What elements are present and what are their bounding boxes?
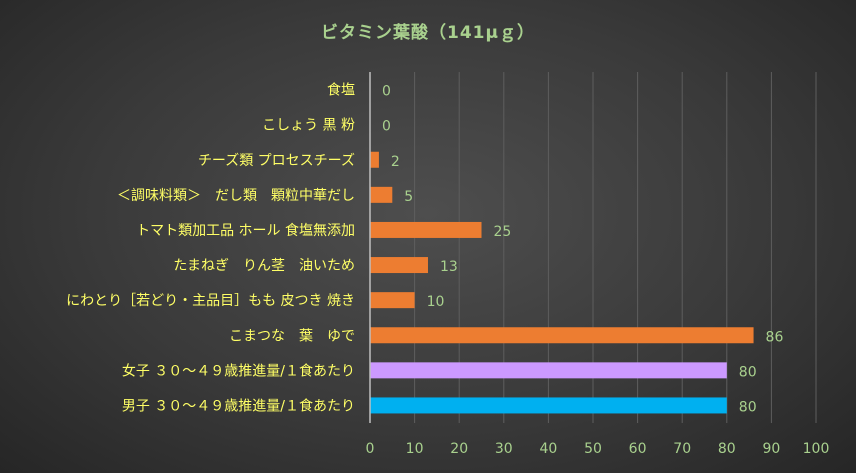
bar (370, 397, 727, 414)
data-label: 25 (494, 224, 512, 240)
category-label: こしょう 黒 粉 (262, 118, 355, 134)
x-tick-label: 80 (718, 441, 736, 457)
x-tick-label: 70 (673, 441, 691, 457)
bar (370, 292, 415, 309)
x-tick-label: 0 (366, 441, 375, 457)
x-tick-label: 20 (450, 441, 468, 457)
data-label: 13 (440, 259, 458, 275)
category-label: 女子 ３０～４９歳推進量/１食あたり (122, 362, 355, 379)
data-label: 2 (391, 154, 400, 170)
x-tick-label: 50 (584, 441, 602, 457)
bar (370, 186, 393, 203)
data-label: 10 (427, 294, 445, 310)
category-label: にわとり［若どり・主品目］もも 皮つき 焼き (66, 293, 355, 309)
bar (370, 327, 754, 344)
x-tick-label: 100 (803, 441, 830, 457)
category-label: 食塩 (327, 82, 355, 99)
data-label: 80 (739, 399, 757, 415)
x-tick-label: 30 (495, 441, 513, 457)
data-label: 86 (766, 329, 784, 345)
data-label: 80 (739, 364, 757, 380)
category-label: チーズ類 プロセスチーズ (198, 153, 355, 169)
chart-title: ビタミン葉酸（141μｇ） (321, 23, 535, 43)
x-tick-label: 10 (406, 441, 424, 457)
data-label: 5 (404, 189, 413, 205)
x-tick-label: 60 (629, 441, 647, 457)
x-tick-label: 40 (539, 441, 557, 457)
bar (370, 221, 482, 238)
bar (370, 151, 379, 168)
category-label: 男子 ３０～４９歳推進量/１食あたり (122, 397, 355, 414)
category-label: たまねぎ りん茎 油いため (173, 258, 355, 274)
category-label: こまつな 葉 ゆで (229, 328, 355, 344)
category-label: ＜調味料類＞ だし類 顆粒中華だし (117, 188, 355, 204)
data-label: 0 (382, 84, 391, 100)
category-label: トマト類加工品 ホール 食塩無添加 (136, 222, 355, 239)
data-label: 0 (382, 119, 391, 135)
x-tick-label: 90 (762, 441, 780, 457)
bar (370, 257, 428, 274)
bar (370, 362, 727, 379)
